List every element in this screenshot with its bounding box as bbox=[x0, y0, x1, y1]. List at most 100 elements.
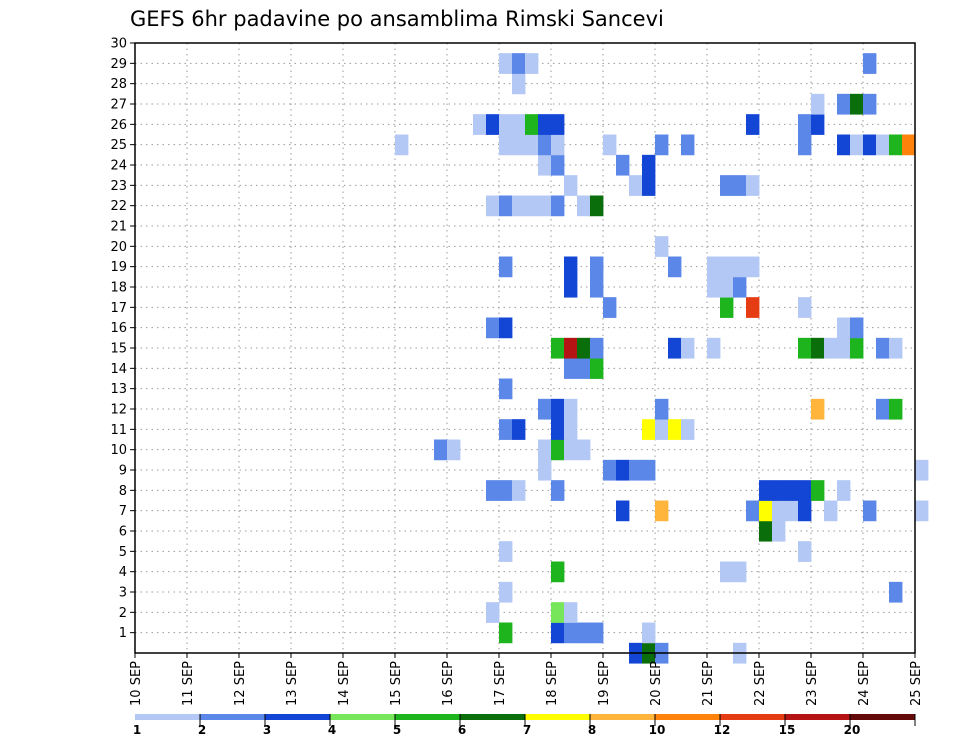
precip-cell bbox=[499, 134, 513, 156]
precip-cell bbox=[668, 337, 682, 359]
precip-cell bbox=[850, 317, 864, 339]
y-tick-label: 27 bbox=[110, 98, 127, 113]
precip-cell bbox=[733, 561, 747, 583]
legend-label: 1 bbox=[133, 723, 141, 737]
precip-cell bbox=[577, 195, 591, 217]
y-tick-label: 30 bbox=[110, 37, 127, 52]
precip-cell bbox=[642, 459, 656, 481]
x-tick-label: 21 SEP bbox=[701, 661, 716, 706]
precip-cell bbox=[720, 297, 734, 318]
y-tick-label: 25 bbox=[110, 138, 127, 153]
y-tick-label: 6 bbox=[119, 525, 127, 540]
precip-cell bbox=[915, 500, 929, 522]
precip-cell bbox=[902, 134, 916, 156]
legend-swatch bbox=[720, 714, 786, 720]
precip-cell bbox=[551, 195, 565, 217]
legend-label: 15 bbox=[779, 723, 796, 737]
precip-cell bbox=[551, 398, 565, 420]
y-tick-label: 15 bbox=[110, 342, 127, 357]
precip-cell bbox=[863, 93, 877, 115]
precip-cell bbox=[603, 459, 617, 481]
precip-cell bbox=[707, 256, 721, 278]
precip-cell bbox=[798, 541, 812, 562]
precip-cell bbox=[863, 53, 877, 74]
precip-cell bbox=[564, 256, 578, 278]
x-tick-label: 10 SEP bbox=[129, 661, 144, 706]
y-tick-label: 4 bbox=[119, 565, 127, 580]
precip-cell bbox=[499, 541, 513, 562]
precip-cell bbox=[785, 480, 799, 501]
precip-cell bbox=[746, 256, 760, 278]
x-tick-label: 16 SEP bbox=[441, 661, 456, 706]
legend-swatch bbox=[590, 714, 656, 720]
y-tick-label: 18 bbox=[110, 281, 127, 296]
precip-cell bbox=[551, 561, 565, 583]
precip-cell bbox=[590, 358, 604, 379]
precip-cell bbox=[811, 93, 825, 115]
precip-cell bbox=[772, 500, 786, 522]
x-tick-label: 17 SEP bbox=[493, 661, 508, 706]
precip-cell bbox=[564, 622, 578, 644]
precip-cell bbox=[811, 337, 825, 359]
x-tick-label: 12 SEP bbox=[233, 661, 248, 706]
precip-cell bbox=[551, 480, 565, 501]
precip-cell bbox=[447, 439, 461, 461]
precip-cell bbox=[837, 93, 851, 115]
precip-cell bbox=[434, 439, 448, 461]
legend-swatch bbox=[135, 714, 201, 720]
precip-cell bbox=[525, 134, 539, 156]
x-tick-label: 15 SEP bbox=[389, 661, 404, 706]
precip-cell bbox=[616, 459, 630, 481]
precip-cell bbox=[733, 175, 747, 196]
x-tick-label: 23 SEP bbox=[805, 661, 820, 706]
precip-cell bbox=[564, 419, 578, 440]
precip-cell bbox=[512, 114, 526, 135]
legend-label: 20 bbox=[844, 723, 861, 737]
precip-cell bbox=[525, 195, 539, 217]
x-tick-label: 22 SEP bbox=[753, 661, 768, 706]
precip-cell bbox=[824, 337, 838, 359]
precip-cell bbox=[889, 337, 903, 359]
precip-cell bbox=[564, 439, 578, 461]
precip-cell bbox=[655, 236, 669, 257]
precip-cell bbox=[759, 500, 773, 522]
precip-cell bbox=[681, 337, 695, 359]
precip-cell bbox=[499, 581, 513, 603]
precip-cell bbox=[759, 480, 773, 501]
precip-cell bbox=[798, 480, 812, 501]
precip-cell bbox=[499, 195, 513, 217]
precip-cell bbox=[746, 114, 760, 135]
precipitation-cells bbox=[395, 53, 929, 664]
y-tick-label: 23 bbox=[110, 179, 127, 194]
precip-cell bbox=[486, 114, 500, 135]
precip-cell bbox=[746, 500, 760, 522]
legend-label: 7 bbox=[523, 723, 531, 737]
precip-cell bbox=[889, 581, 903, 603]
x-tick-label: 18 SEP bbox=[545, 661, 560, 706]
y-tick-label: 2 bbox=[119, 606, 127, 621]
precip-cell bbox=[499, 317, 513, 339]
precip-cell bbox=[850, 337, 864, 359]
y-tick-label: 3 bbox=[119, 586, 127, 601]
precip-cell bbox=[668, 419, 682, 440]
precip-cell bbox=[642, 154, 656, 176]
chart-title: GEFS 6hr padavine po ansamblima Rimski S… bbox=[130, 7, 664, 31]
precip-cell bbox=[850, 93, 864, 115]
precip-cell bbox=[512, 134, 526, 156]
precip-cell bbox=[590, 337, 604, 359]
x-axis: 10 SEP 11 SEP 12 SEP 13 SEP 14 SEP 15 SEP 16 S… bbox=[129, 653, 924, 706]
y-tick-label: 21 bbox=[110, 220, 127, 235]
precip-cell bbox=[655, 398, 669, 420]
precip-cell bbox=[798, 114, 812, 135]
precip-cell bbox=[798, 297, 812, 318]
precip-cell bbox=[486, 317, 500, 339]
precip-cell bbox=[837, 317, 851, 339]
y-tick-label: 12 bbox=[110, 403, 127, 418]
precip-cell bbox=[707, 276, 721, 298]
precip-cell bbox=[538, 459, 552, 481]
precip-cell bbox=[668, 256, 682, 278]
precip-cell bbox=[499, 378, 513, 400]
precip-cell bbox=[499, 114, 513, 135]
precip-cell bbox=[512, 73, 526, 95]
